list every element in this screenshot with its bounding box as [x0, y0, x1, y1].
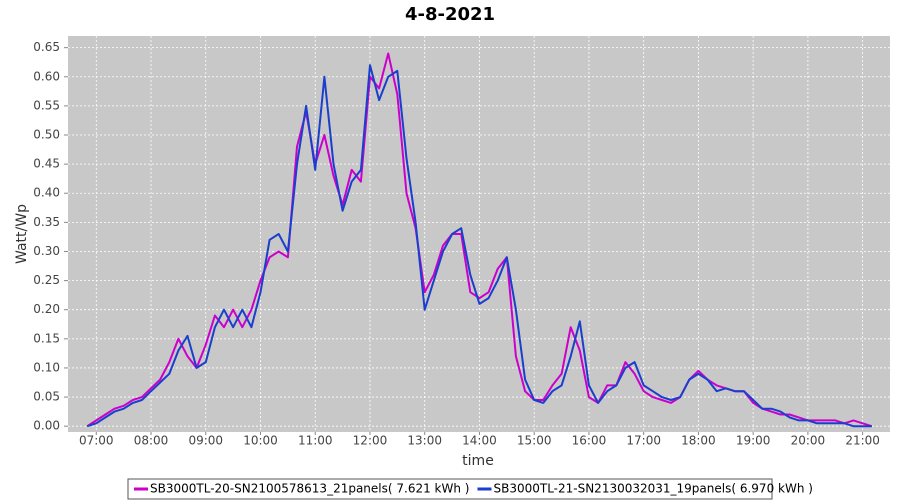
y-tick-label: 0.65 — [33, 40, 60, 54]
series-line — [86, 64, 872, 428]
y-tick-label: 0.05 — [33, 390, 60, 404]
legend-label: SB3000TL-21-SN2130032031_19panels( 6.970… — [493, 482, 812, 496]
y-tick-label: 0.50 — [33, 128, 60, 142]
chart-title: 4-8-2021 — [405, 4, 495, 25]
legend-box — [127, 478, 773, 500]
x-tick-label: 09:00 — [188, 434, 223, 448]
x-tick-label: 13:00 — [407, 434, 442, 448]
x-tick-label: 12:00 — [353, 434, 388, 448]
y-tick-label: 0.20 — [33, 302, 60, 316]
x-tick-label: 11:00 — [298, 434, 333, 448]
x-tick-label: 18:00 — [681, 434, 716, 448]
y-tick-label: 0.10 — [33, 360, 60, 374]
x-tick-label: 21:00 — [845, 434, 880, 448]
x-tick-label: 14:00 — [462, 434, 497, 448]
y-tick-label: 0.60 — [33, 69, 60, 83]
x-tick-label: 16:00 — [572, 434, 607, 448]
x-tick-label: 17:00 — [626, 434, 661, 448]
x-tick-label: 20:00 — [791, 434, 826, 448]
y-tick-label: 0.15 — [33, 331, 60, 345]
marks — [86, 52, 873, 428]
y-tick-label: 0.55 — [33, 98, 60, 112]
x-tick-label: 10:00 — [243, 434, 278, 448]
y-tick-label: 0.00 — [33, 419, 60, 433]
x-tick-label: 07:00 — [79, 434, 114, 448]
y-tick-label: 0.35 — [33, 215, 60, 229]
x-tick-label: 08:00 — [134, 434, 169, 448]
y-tick-label: 0.30 — [33, 244, 60, 258]
legend-label: SB3000TL-20-SN2100578613_21panels( 7.621… — [150, 482, 469, 496]
y-tick-label: 0.40 — [33, 186, 60, 200]
y-axis-title: Watt/Wp — [14, 204, 30, 264]
x-tick-label: 19:00 — [736, 434, 771, 448]
x-axis-title: time — [462, 453, 494, 469]
x-tick-label: 15:00 — [517, 434, 552, 448]
plot-area — [68, 36, 890, 432]
y-tick-label: 0.25 — [33, 273, 60, 287]
y-tick-label: 0.45 — [33, 157, 60, 171]
